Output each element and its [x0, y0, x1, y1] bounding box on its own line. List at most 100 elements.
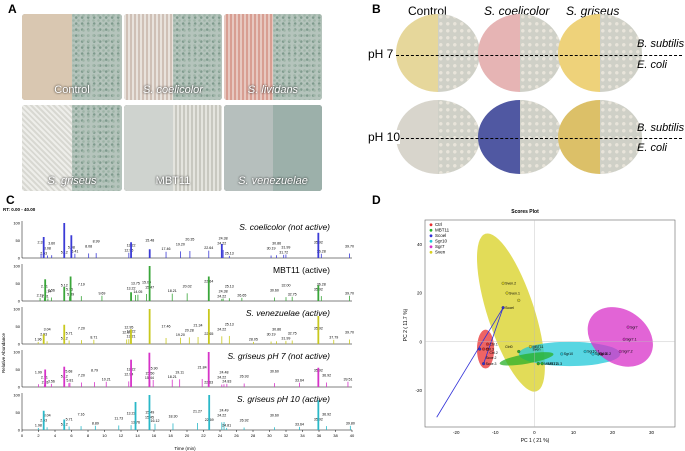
- scores-x-tick: 10: [571, 430, 577, 435]
- score-point: [591, 352, 595, 356]
- point-label: Scoe.3: [486, 362, 497, 366]
- point-label: Ctrl0: [505, 345, 512, 349]
- major-peak: [207, 276, 210, 301]
- legend-marker: [429, 239, 433, 243]
- major-peak: [148, 395, 151, 430]
- scores-x-tick: 20: [610, 430, 616, 435]
- point-label: Sven.2: [505, 282, 516, 286]
- scores-ylabel: PC 2 ( 11.7 %): [403, 308, 409, 341]
- trace-y-tick: 50: [16, 410, 21, 415]
- plate-b-griseus-ph10: [558, 100, 642, 174]
- major-peak: [317, 285, 320, 301]
- score-point: [540, 362, 544, 366]
- peak-label: 14.05: [133, 290, 142, 294]
- x-tick-label: 40: [350, 433, 355, 438]
- peak-label: 12.95: [124, 248, 133, 252]
- peak-label: 3.04: [44, 328, 51, 332]
- trace-y-tick: 100: [13, 221, 20, 226]
- point-label: Sgr10: [564, 352, 573, 356]
- x-tick-label: 2: [37, 433, 40, 438]
- score-point: [528, 345, 533, 349]
- trace-y-tick: 0: [18, 256, 21, 261]
- peak-label: 8.08: [85, 244, 92, 248]
- major-peak: [317, 316, 320, 344]
- peak-label: 2.31: [38, 241, 45, 245]
- score-point: [478, 347, 482, 351]
- peak-label: 6.41: [71, 249, 78, 253]
- peak-label: 7.19: [78, 283, 85, 287]
- trace-y-tick: 0: [18, 428, 21, 433]
- legend-marker: [429, 245, 433, 249]
- peak-label: 5.12: [61, 284, 68, 288]
- plate-control: Control: [22, 14, 122, 100]
- trace-label: S. coelicolor (not active): [239, 222, 330, 232]
- major-peak: [69, 276, 72, 301]
- plate-label: Control: [54, 84, 90, 96]
- peak-label: 7.20: [78, 373, 85, 377]
- score-point: [626, 325, 630, 329]
- peak-label: 30.60: [270, 414, 279, 418]
- peak-label: 1.99: [35, 371, 42, 375]
- x-tick-label: 28: [251, 433, 256, 438]
- peak-label: 19.20: [176, 333, 185, 337]
- major-peak: [148, 249, 151, 258]
- plot-frame: [424, 219, 676, 428]
- peak-label: 17.46: [162, 325, 171, 329]
- peak-label: 12.95: [124, 326, 133, 330]
- peak-label: 24.81: [222, 423, 231, 427]
- scoel-region: [483, 307, 504, 364]
- legend-label: Ctrl: [435, 222, 442, 227]
- major-peak: [148, 309, 151, 344]
- major-peak: [317, 400, 320, 430]
- major-peak: [220, 244, 223, 258]
- trace-label: MBT11 (active): [273, 265, 330, 275]
- peak-label: 36.28: [317, 283, 326, 287]
- major-peak: [42, 410, 45, 430]
- peak-label: 3.04: [44, 414, 51, 418]
- scoel-region: [436, 307, 504, 418]
- point-label: Sgr10.2: [599, 352, 611, 356]
- legend-label: Sgr7: [435, 244, 445, 249]
- point-label: Ctrl.3: [486, 347, 494, 351]
- peak-label: 3.56: [48, 289, 55, 293]
- peak-label: 33.64: [295, 378, 304, 382]
- peak-label: 21.84: [198, 365, 207, 369]
- peak-label: 12.94: [124, 372, 133, 376]
- peak-label: 1.98: [35, 423, 42, 427]
- plate-s-coelicolor: S. coelicolor: [124, 14, 222, 100]
- score-point: [517, 349, 521, 354]
- plate-label: S. lividans: [247, 84, 299, 96]
- peak-label: 31.72: [279, 250, 288, 254]
- scores-title: Scores Plot: [511, 209, 539, 215]
- peak-label: 2.19: [37, 293, 44, 297]
- x-tick-label: 8: [87, 433, 90, 438]
- peak-label: 3.56: [48, 379, 55, 383]
- peak-label: 13.75: [131, 282, 140, 286]
- peak-label: 11.73: [114, 416, 123, 420]
- trace-y-tick: 50: [16, 324, 21, 329]
- peak-label: 15.09: [142, 281, 151, 285]
- peak-label: 16.12: [150, 419, 159, 423]
- score-point: [622, 337, 626, 341]
- legend-marker: [429, 234, 433, 238]
- peak-label: 13.22: [127, 286, 136, 290]
- major-peak: [207, 309, 210, 344]
- major-peak: [130, 329, 132, 344]
- peak-label: 36.28: [317, 249, 326, 253]
- peak-label: 24.49: [220, 408, 229, 412]
- trace-y-tick: 100: [13, 264, 20, 269]
- plate-label: S. griseus: [47, 175, 97, 187]
- major-peak: [63, 324, 66, 344]
- x-tick-label: 12: [119, 433, 124, 438]
- peak-label: 22.64: [204, 246, 213, 250]
- peak-label: 31.99: [281, 246, 290, 250]
- x-tick-label: 0: [21, 433, 24, 438]
- major-peak: [42, 334, 45, 344]
- scores-plot: Scores Plot PC 1 ( 21 %) PC 2 ( 11.7 %) …: [403, 209, 676, 444]
- peak-label: 30.86: [272, 328, 281, 332]
- score-point: [583, 349, 587, 354]
- score-point: [618, 349, 622, 354]
- peak-label: 36.92: [322, 373, 331, 377]
- peak-label: 9.69: [98, 291, 105, 295]
- peak-label: 20.28: [185, 328, 194, 332]
